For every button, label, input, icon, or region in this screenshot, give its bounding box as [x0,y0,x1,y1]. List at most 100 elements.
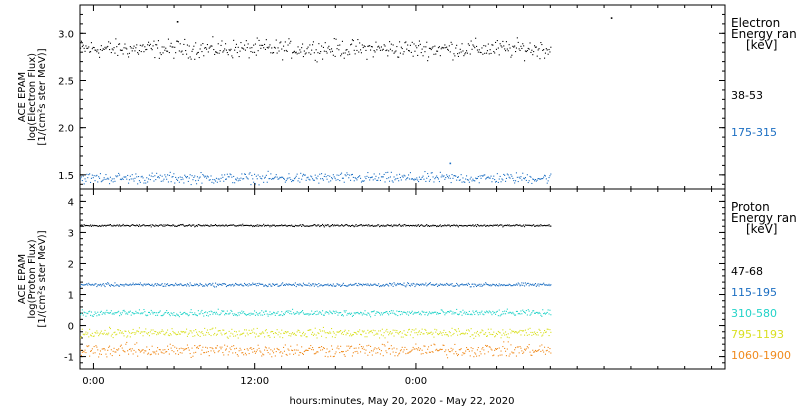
electron-data-point [326,52,328,54]
proton-ytick-label: 1 [68,291,74,302]
electron-data-point [419,178,421,180]
proton-data-point [222,283,224,285]
electron-data-point [303,174,305,176]
proton-data-point [477,347,479,349]
proton-data-point [136,342,138,344]
electron-data-point [199,48,201,50]
proton-data-point [198,313,200,315]
proton-data-point [272,350,274,352]
electron-data-point [176,40,178,42]
proton-data-point [339,312,341,314]
electron-data-point [93,175,95,177]
electron-data-point [467,43,469,45]
proton-data-point [453,353,455,355]
proton-data-point [81,284,83,286]
proton-data-point [491,349,493,351]
proton-data-point [449,351,451,353]
electron-data-point [120,49,122,51]
electron-data-point [379,49,381,51]
proton-data-point [129,348,131,350]
proton-data-point [448,284,450,286]
electron-data-point [369,45,371,47]
proton-data-point [201,349,203,351]
electron-data-point [365,178,367,180]
proton-data-point [226,336,228,338]
electron-data-point [293,178,295,180]
electron-data-point [302,173,304,175]
proton-data-point [351,284,353,286]
electron-data-point [183,182,185,184]
electron-data-point [259,44,261,46]
proton-data-point [512,225,514,227]
proton-data-point [524,224,526,226]
proton-data-point [410,331,412,333]
proton-data-point [90,350,92,352]
proton-data-point [408,284,410,286]
proton-data-point [117,329,119,331]
proton-data-point [272,224,274,226]
proton-data-point [358,347,360,349]
proton-data-point [138,349,140,351]
proton-data-point [313,353,315,355]
proton-data-point [158,311,160,313]
proton-data-point [323,284,325,286]
proton-data-point [513,330,515,332]
proton-data-point [310,313,312,315]
proton-data-point [82,333,84,335]
proton-data-point [126,312,128,314]
electron-data-point [446,46,448,48]
proton-data-point [179,311,181,313]
proton-data-point [420,314,422,316]
proton-data-point [518,331,520,333]
proton-data-point [175,225,177,227]
proton-data-point [225,283,227,285]
proton-data-point [119,225,121,227]
proton-data-point [232,352,234,354]
proton-data-point [317,224,319,226]
proton-data-point [103,332,105,334]
proton-data-point [530,331,532,333]
proton-data-point [428,225,430,227]
proton-data-point [238,284,240,286]
proton-data-point [514,349,516,351]
electron-data-point [455,47,457,49]
electron-data-point [425,46,427,48]
electron-data-point [408,178,410,180]
proton-data-point [146,346,148,348]
proton-data-point [206,285,208,287]
proton-data-point [213,285,215,287]
electron-data-point [350,44,352,46]
proton-data-point [423,284,425,286]
electron-data-point [98,176,100,178]
electron-data-point [119,174,121,176]
proton-data-point [408,351,410,353]
electron-data-point [109,176,111,178]
proton-data-point [80,224,82,226]
proton-data-point [220,332,222,334]
proton-data-point [141,349,143,351]
proton-data-point [513,284,515,286]
proton-data-point [505,313,507,315]
proton-data-point [273,311,275,313]
proton-data-point [494,311,496,313]
proton-data-point [260,333,262,335]
proton-data-point [265,347,267,349]
proton-data-point [346,224,348,226]
proton-data-point [115,312,117,314]
electron-data-point [405,179,407,181]
proton-data-point [341,285,343,287]
proton-data-point [176,284,178,286]
proton-data-point [141,313,143,315]
proton-data-point [449,283,451,285]
electron-data-point [485,45,487,47]
proton-data-point [342,282,344,284]
proton-data-point [501,224,503,226]
proton-data-point [101,348,103,350]
proton-data-point [302,353,304,355]
proton-data-point [93,346,95,348]
electron-data-point [275,174,277,176]
proton-data-point [177,224,179,226]
proton-data-point [536,331,538,333]
proton-data-point [215,347,217,349]
proton-data-point [202,333,204,335]
